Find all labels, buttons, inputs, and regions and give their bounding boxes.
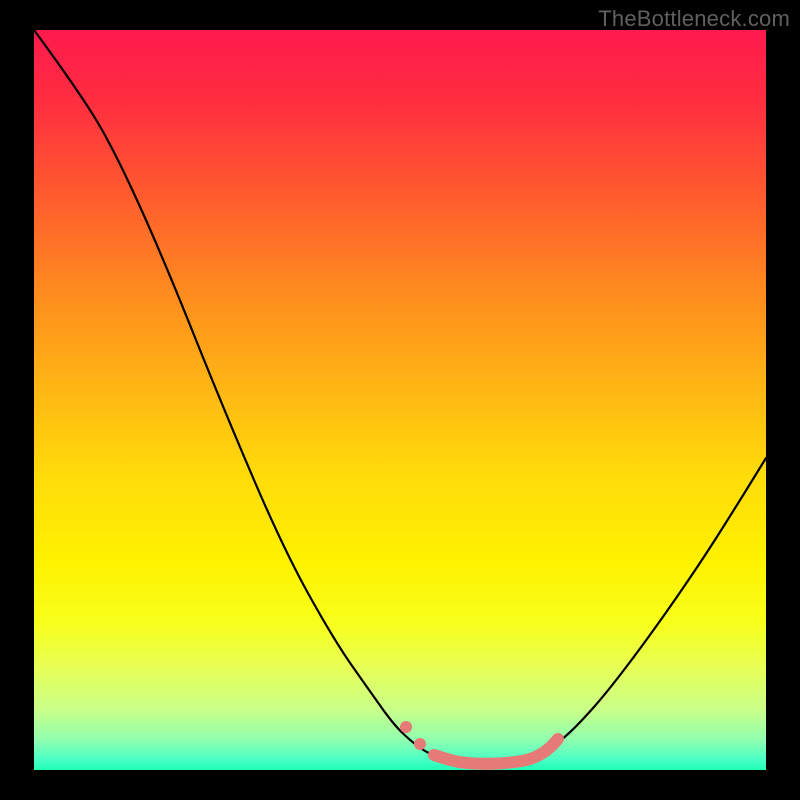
- optimal-marker-dot: [414, 738, 426, 750]
- bottleneck-curve: [34, 30, 766, 764]
- chart-wrapper: TheBottleneck.com: [0, 0, 800, 800]
- plot-area: [34, 30, 766, 770]
- attribution-text: TheBottleneck.com: [598, 6, 790, 32]
- optimal-marker-dot: [400, 721, 412, 733]
- optimal-range-band: [434, 739, 558, 764]
- curve-layer: [34, 30, 766, 770]
